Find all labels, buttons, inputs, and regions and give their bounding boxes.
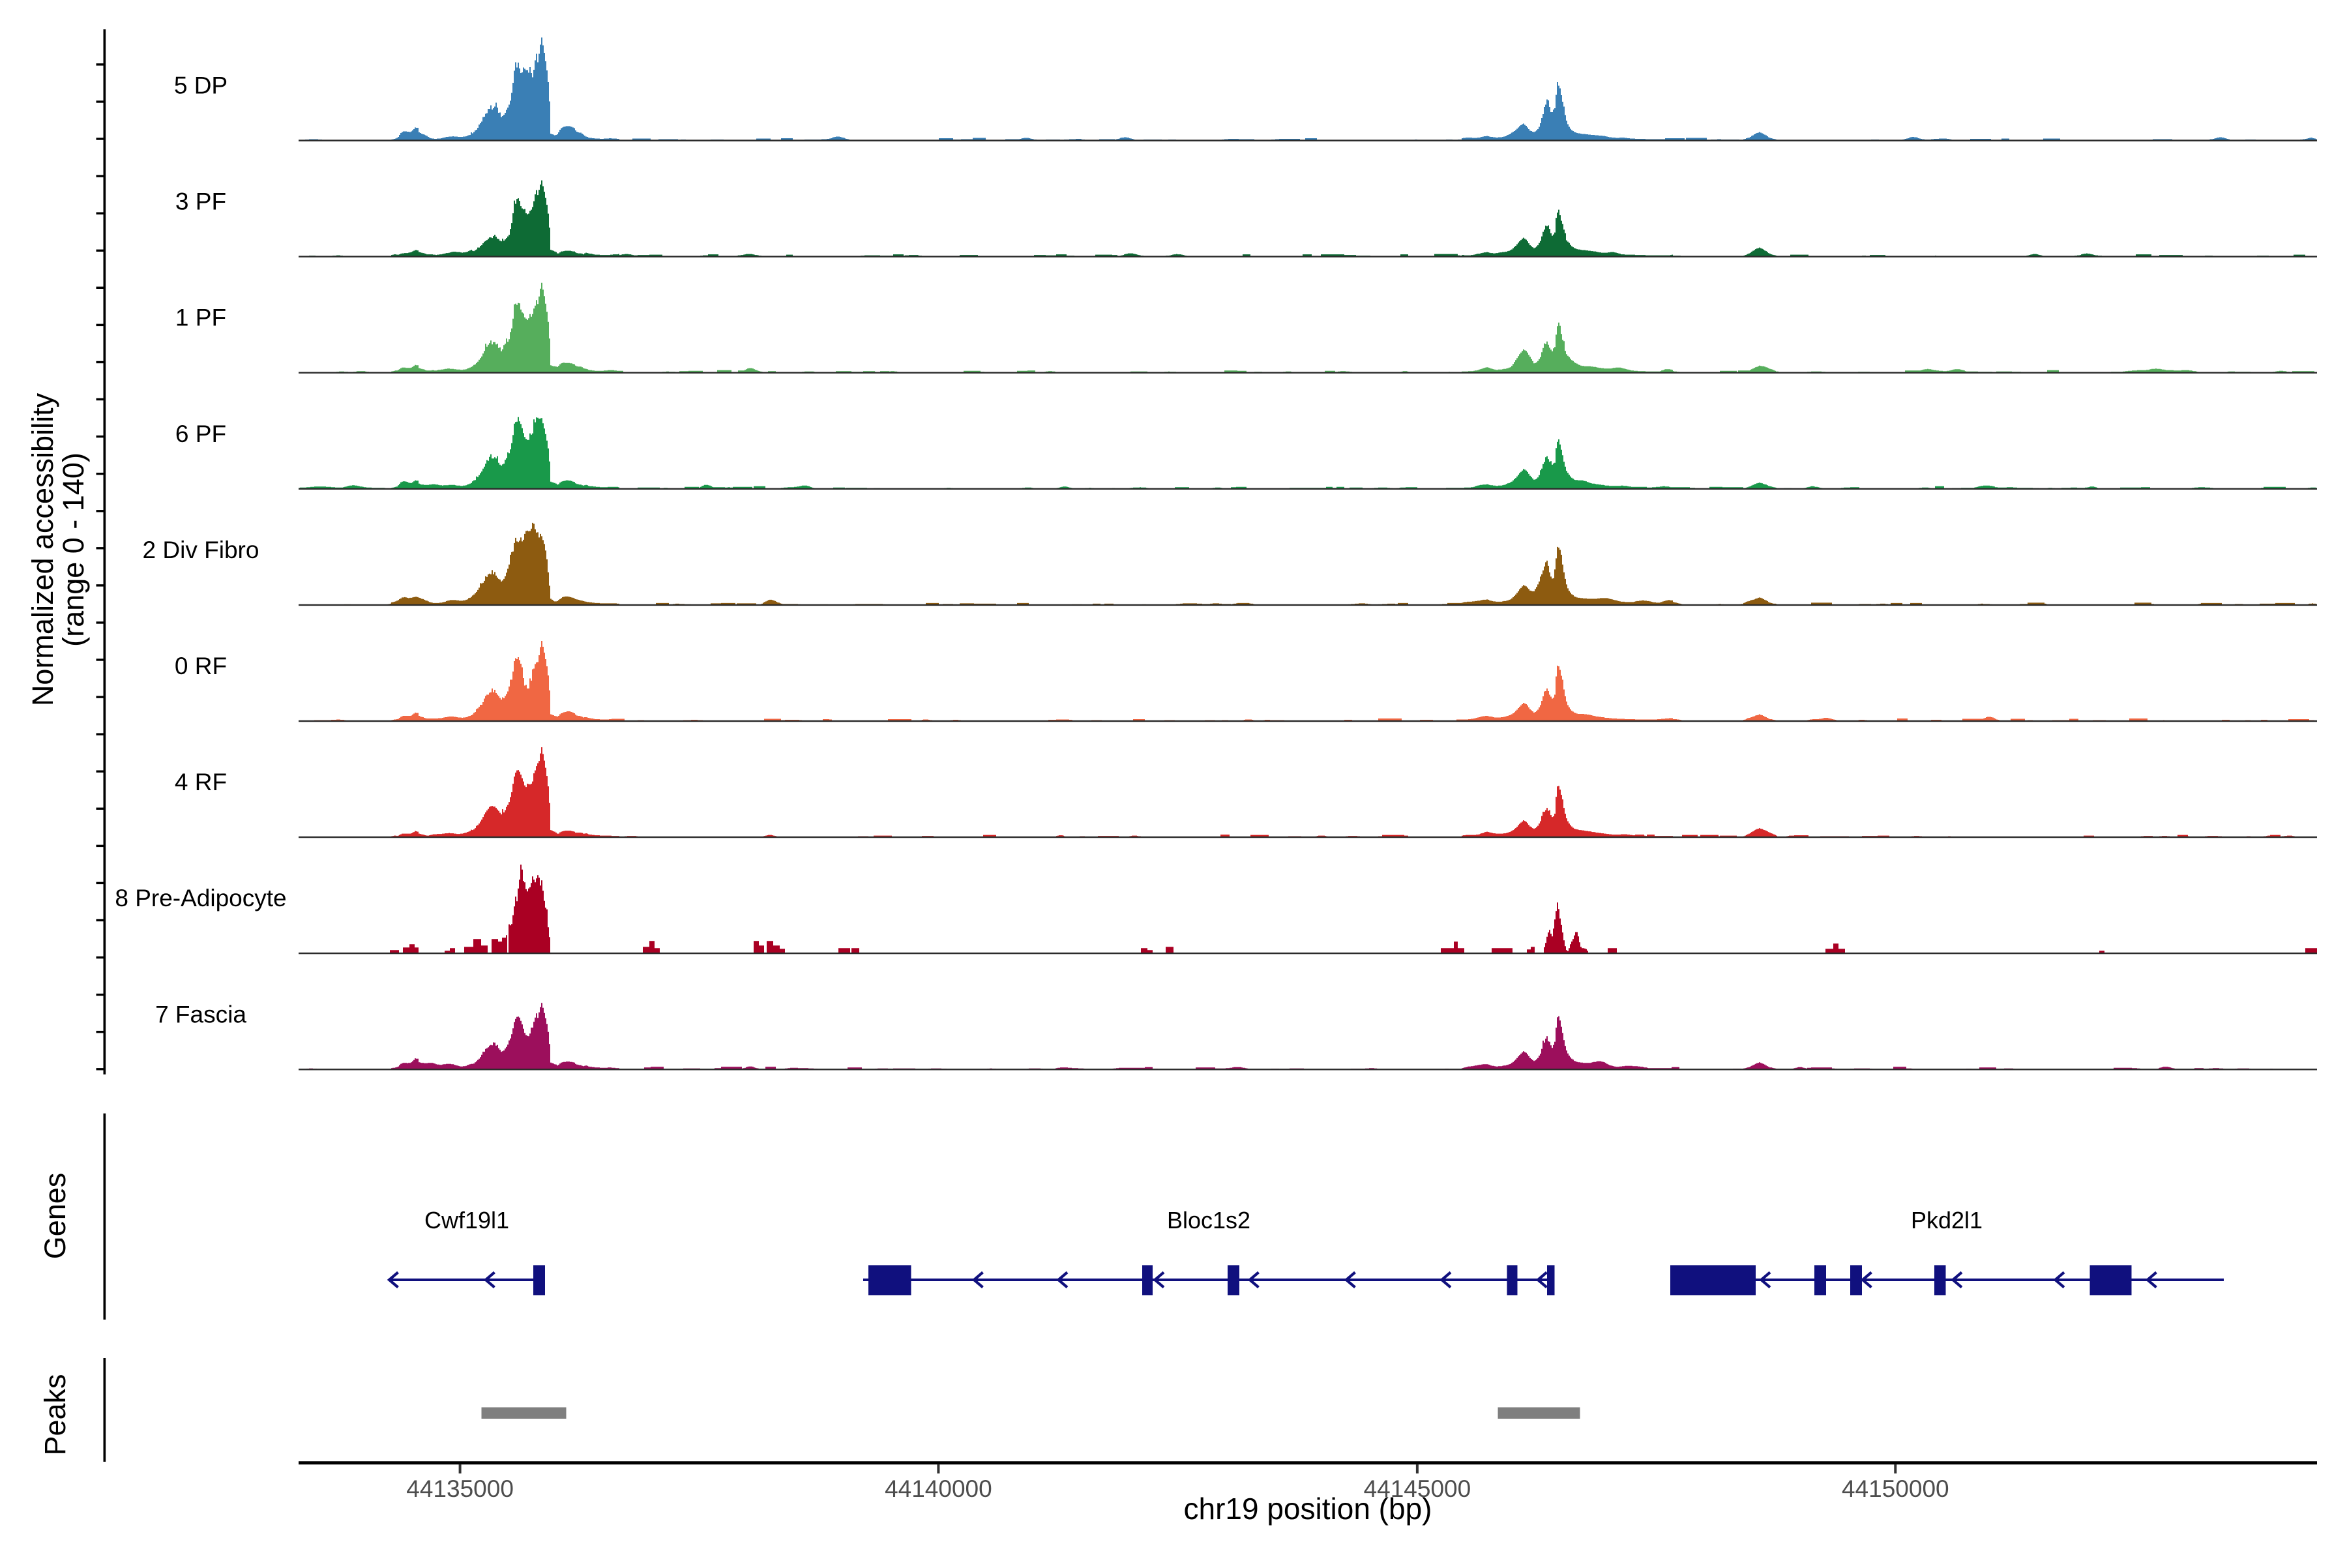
svg-text:1 PF: 1 PF xyxy=(175,304,226,331)
svg-text:8 Pre-Adipocyte: 8 Pre-Adipocyte xyxy=(115,885,286,911)
svg-text:Pkd2l1: Pkd2l1 xyxy=(1911,1207,1983,1234)
svg-text:44140000: 44140000 xyxy=(885,1475,992,1502)
svg-text:Bloc1s2: Bloc1s2 xyxy=(1167,1207,1250,1234)
svg-text:chr19 position (bp): chr19 position (bp) xyxy=(1184,1492,1432,1526)
svg-text:Genes: Genes xyxy=(38,1173,72,1260)
svg-text:5 DP: 5 DP xyxy=(174,72,228,99)
svg-text:2 Div Fibro: 2 Div Fibro xyxy=(143,537,259,563)
svg-text:7 Fascia: 7 Fascia xyxy=(155,1001,246,1028)
svg-text:0 RF: 0 RF xyxy=(175,653,227,679)
svg-text:44145000: 44145000 xyxy=(1364,1475,1471,1502)
svg-text:Cwf19l1: Cwf19l1 xyxy=(424,1207,509,1234)
svg-text:44135000: 44135000 xyxy=(406,1475,514,1502)
svg-text:6 PF: 6 PF xyxy=(175,421,226,447)
svg-text:4 RF: 4 RF xyxy=(175,769,227,795)
svg-text:Normalized accessibility(range: Normalized accessibility(range 0 - 140) xyxy=(26,392,90,706)
svg-text:44150000: 44150000 xyxy=(1842,1475,1949,1502)
svg-text:3 PF: 3 PF xyxy=(175,188,226,215)
svg-text:Peaks: Peaks xyxy=(38,1374,72,1455)
